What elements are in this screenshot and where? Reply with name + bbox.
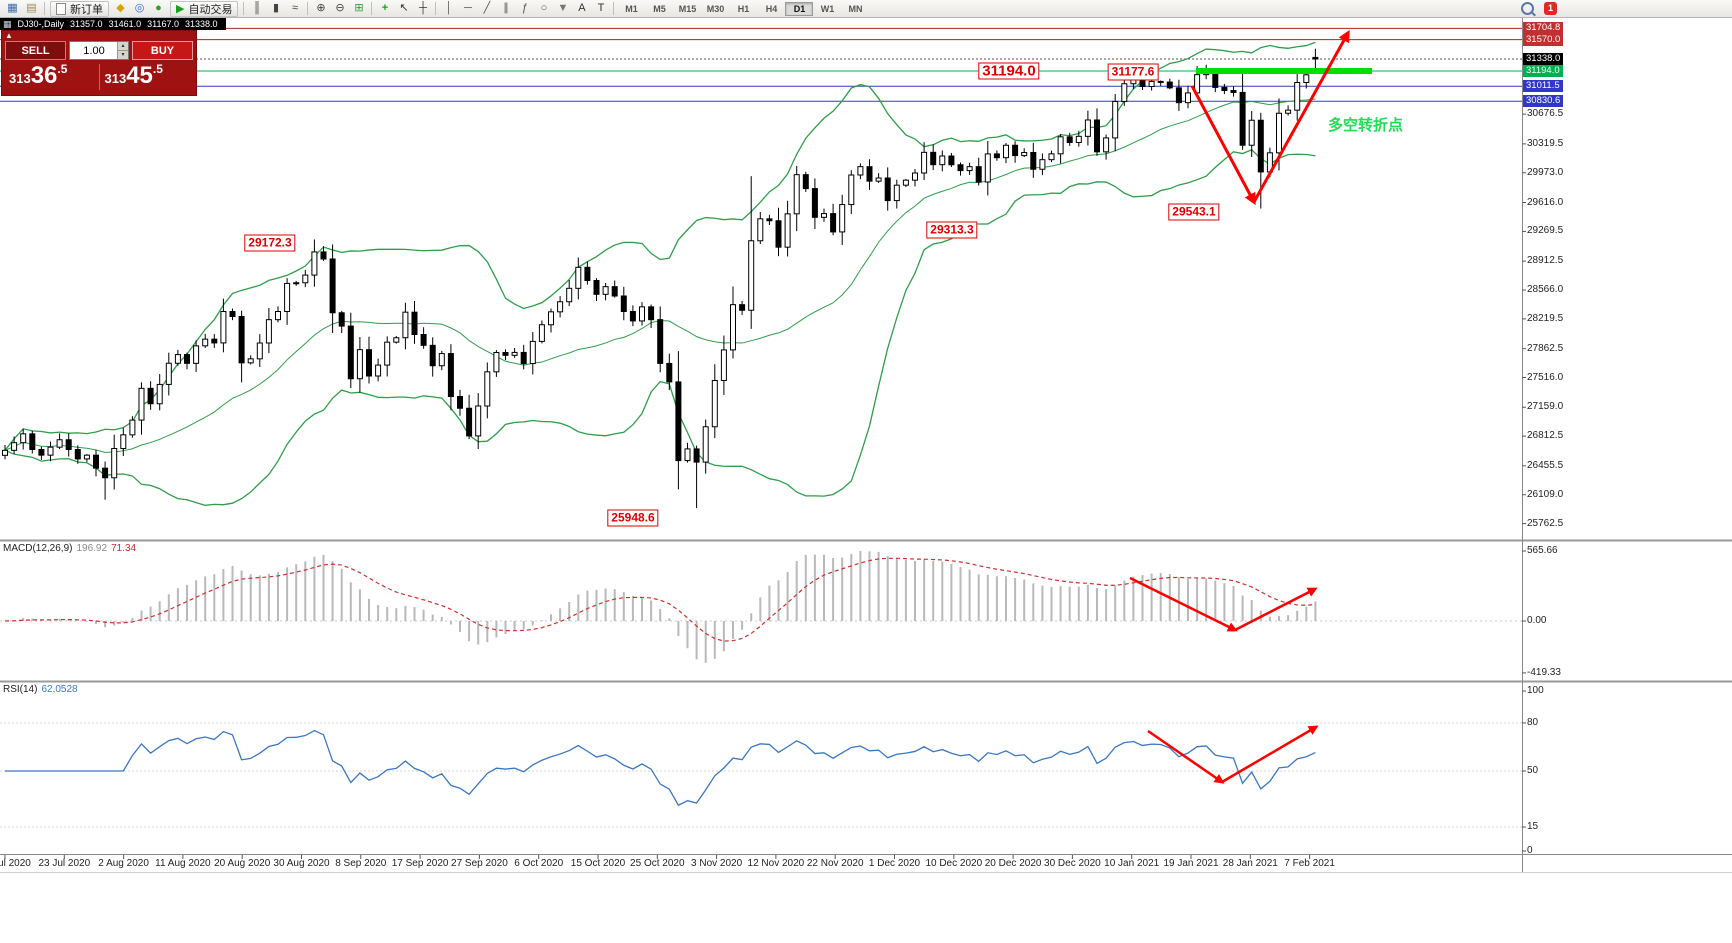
arrows-tool-icon[interactable]: ▼ — [557, 2, 569, 14]
toolbar-separator — [371, 2, 373, 15]
volume-decrease-button[interactable]: ▾ — [117, 50, 128, 59]
price-annotation-label[interactable]: 29543.1 — [1168, 203, 1220, 221]
price-annotation-label[interactable]: 31194.0 — [978, 62, 1040, 80]
bid-pre: 313 — [9, 71, 31, 86]
high-value: 31461.0 — [108, 19, 142, 29]
low-value: 31167.0 — [147, 19, 179, 29]
one-click-trading-panel: ▲ SELL ▴ ▾ BUY 31336.5 31345.5 — [1, 30, 197, 96]
toolbar-right-group: 1 — [1520, 2, 1557, 15]
volume-spinner: ▴ ▾ — [117, 42, 128, 59]
volume-increase-button[interactable]: ▴ — [117, 42, 128, 50]
trendline-icon[interactable]: ╱ — [483, 2, 491, 14]
timeframe-d1[interactable]: D1 — [785, 1, 814, 16]
rsi-title: RSI(14) — [3, 684, 38, 695]
collapse-arrow-icon[interactable]: ▲ — [5, 31, 13, 40]
market-watch-icon[interactable]: ◎ — [134, 2, 145, 14]
fibonacci-icon[interactable]: ƒ — [521, 2, 529, 14]
rsi-value: 62.0528 — [41, 684, 78, 695]
timeframe-m5[interactable]: M5 — [653, 3, 666, 14]
timeframe-m30[interactable]: M30 — [706, 3, 725, 14]
horizontal-level-lines[interactable] — [0, 27, 1522, 102]
price-annotation-label[interactable]: 25948.6 — [607, 509, 659, 527]
timeframe-mn[interactable]: MN — [848, 3, 863, 14]
macd-signal-line — [4, 557, 1316, 642]
toolbar-separator — [435, 2, 437, 15]
macd-header: MACD(12,26,9) 196.92 71.34 — [3, 543, 136, 554]
new-order-button[interactable]: 新订单 — [50, 0, 109, 17]
price-annotation-label[interactable]: 29172.3 — [244, 234, 296, 252]
price-divider — [98, 64, 100, 90]
notification-badge[interactable]: 1 — [1543, 2, 1557, 15]
new-chart-icon[interactable]: ▦ — [7, 2, 18, 14]
timeframe-m1[interactable]: M1 — [625, 3, 638, 14]
toolbar: ▦ ▤ 新订单 ◆ ◎ ● ▶ 自动交易 ║ ▮ ≈ ⊕ ⊖ ⊞ + ↖ ┼ │ ─ ╱ ∥ ƒ ○ ▼ A T M1 M5 M15 M3… — [0, 0, 1732, 18]
autotrading-button[interactable]: ▶ 自动交易 — [170, 0, 239, 17]
buy-button[interactable]: BUY — [132, 41, 193, 60]
toolbar-separator — [307, 2, 309, 15]
candlestick-chart-icon[interactable]: ▮ — [272, 2, 279, 14]
indicators-icon[interactable]: + — [381, 2, 389, 14]
channel-icon[interactable]: ∥ — [503, 2, 509, 14]
horizontal-line-icon[interactable]: ─ — [464, 2, 472, 14]
price-annotation-label[interactable]: 29313.3 — [926, 221, 978, 239]
cursor-icon[interactable]: ↖ — [399, 2, 409, 14]
timeframe-h4[interactable]: H4 — [765, 3, 778, 14]
line-chart-icon[interactable]: ≈ — [291, 2, 298, 14]
crosshair-icon[interactable]: ┼ — [419, 2, 427, 14]
macd-main-value: 196.92 — [76, 543, 108, 554]
volume-input[interactable] — [70, 42, 128, 59]
symbol-period-label: DJ30-,Daily — [17, 19, 65, 29]
zoom-in-icon[interactable]: ⊕ — [316, 2, 326, 14]
sell-button[interactable]: SELL — [5, 41, 66, 60]
new-order-button-label: 新订单 — [70, 3, 103, 16]
price-annotation-label[interactable]: 31177.6 — [1107, 63, 1159, 81]
new-order-page-icon — [56, 2, 66, 15]
support-zone-segment[interactable] — [1196, 68, 1372, 74]
search-icon[interactable] — [1520, 2, 1534, 15]
bid-big: 36 — [30, 62, 58, 89]
close-value: 31338.0 — [185, 19, 218, 29]
toolbar-separator — [44, 2, 45, 15]
ask-big: 45 — [126, 62, 153, 89]
autotrading-play-icon: ▶ — [176, 3, 185, 15]
tile-windows-icon[interactable]: ⊞ — [354, 2, 364, 14]
chart-window-icon[interactable]: ▦ — [3, 18, 12, 29]
ask-frac: .5 — [152, 62, 163, 76]
macd-title: MACD(12,26,9) — [3, 543, 73, 554]
timeframe-h1[interactable]: H1 — [737, 3, 750, 14]
shapes-icon[interactable]: ○ — [540, 2, 548, 14]
toolbar-separator — [243, 2, 245, 15]
timeframe-m15[interactable]: M15 — [678, 3, 697, 14]
ask-pre: 313 — [104, 71, 127, 86]
rsi-header: RSI(14) 62.0528 — [3, 684, 78, 695]
ask-price[interactable]: 31345.5 — [105, 62, 193, 90]
macd-signal-value: 71.34 — [111, 543, 137, 554]
text-label-icon[interactable]: T — [597, 2, 605, 14]
bar-chart-icon[interactable]: ║ — [253, 2, 261, 14]
volume-field: ▴ ▾ — [69, 41, 129, 60]
rsi-line — [5, 729, 1316, 807]
expert-advisors-icon[interactable]: ◆ — [116, 2, 125, 14]
bid-price[interactable]: 31336.5 — [9, 62, 97, 90]
autotrading-button-label: 自动交易 — [188, 3, 233, 16]
candlestick-series — [2, 48, 1319, 509]
profiles-icon[interactable]: ▤ — [26, 2, 37, 14]
zoom-out-icon[interactable]: ⊖ — [335, 2, 345, 14]
toolbar-separator — [613, 2, 615, 15]
trend-arrows[interactable] — [1129, 29, 1350, 784]
data-window-icon[interactable]: ● — [155, 2, 162, 14]
vertical-line-icon[interactable]: │ — [445, 2, 453, 14]
bollinger-bands — [4, 41, 1316, 506]
text-icon[interactable]: A — [578, 2, 586, 14]
open-value: 31357.0 — [70, 19, 103, 29]
macd-histogram — [13, 551, 1317, 663]
chart-title-strip: ▦ DJ30-,Daily 31357.0 31461.0 31167.0 31… — [0, 18, 226, 30]
bid-frac: .5 — [57, 62, 68, 76]
timeframe-w1[interactable]: W1 — [820, 3, 835, 14]
